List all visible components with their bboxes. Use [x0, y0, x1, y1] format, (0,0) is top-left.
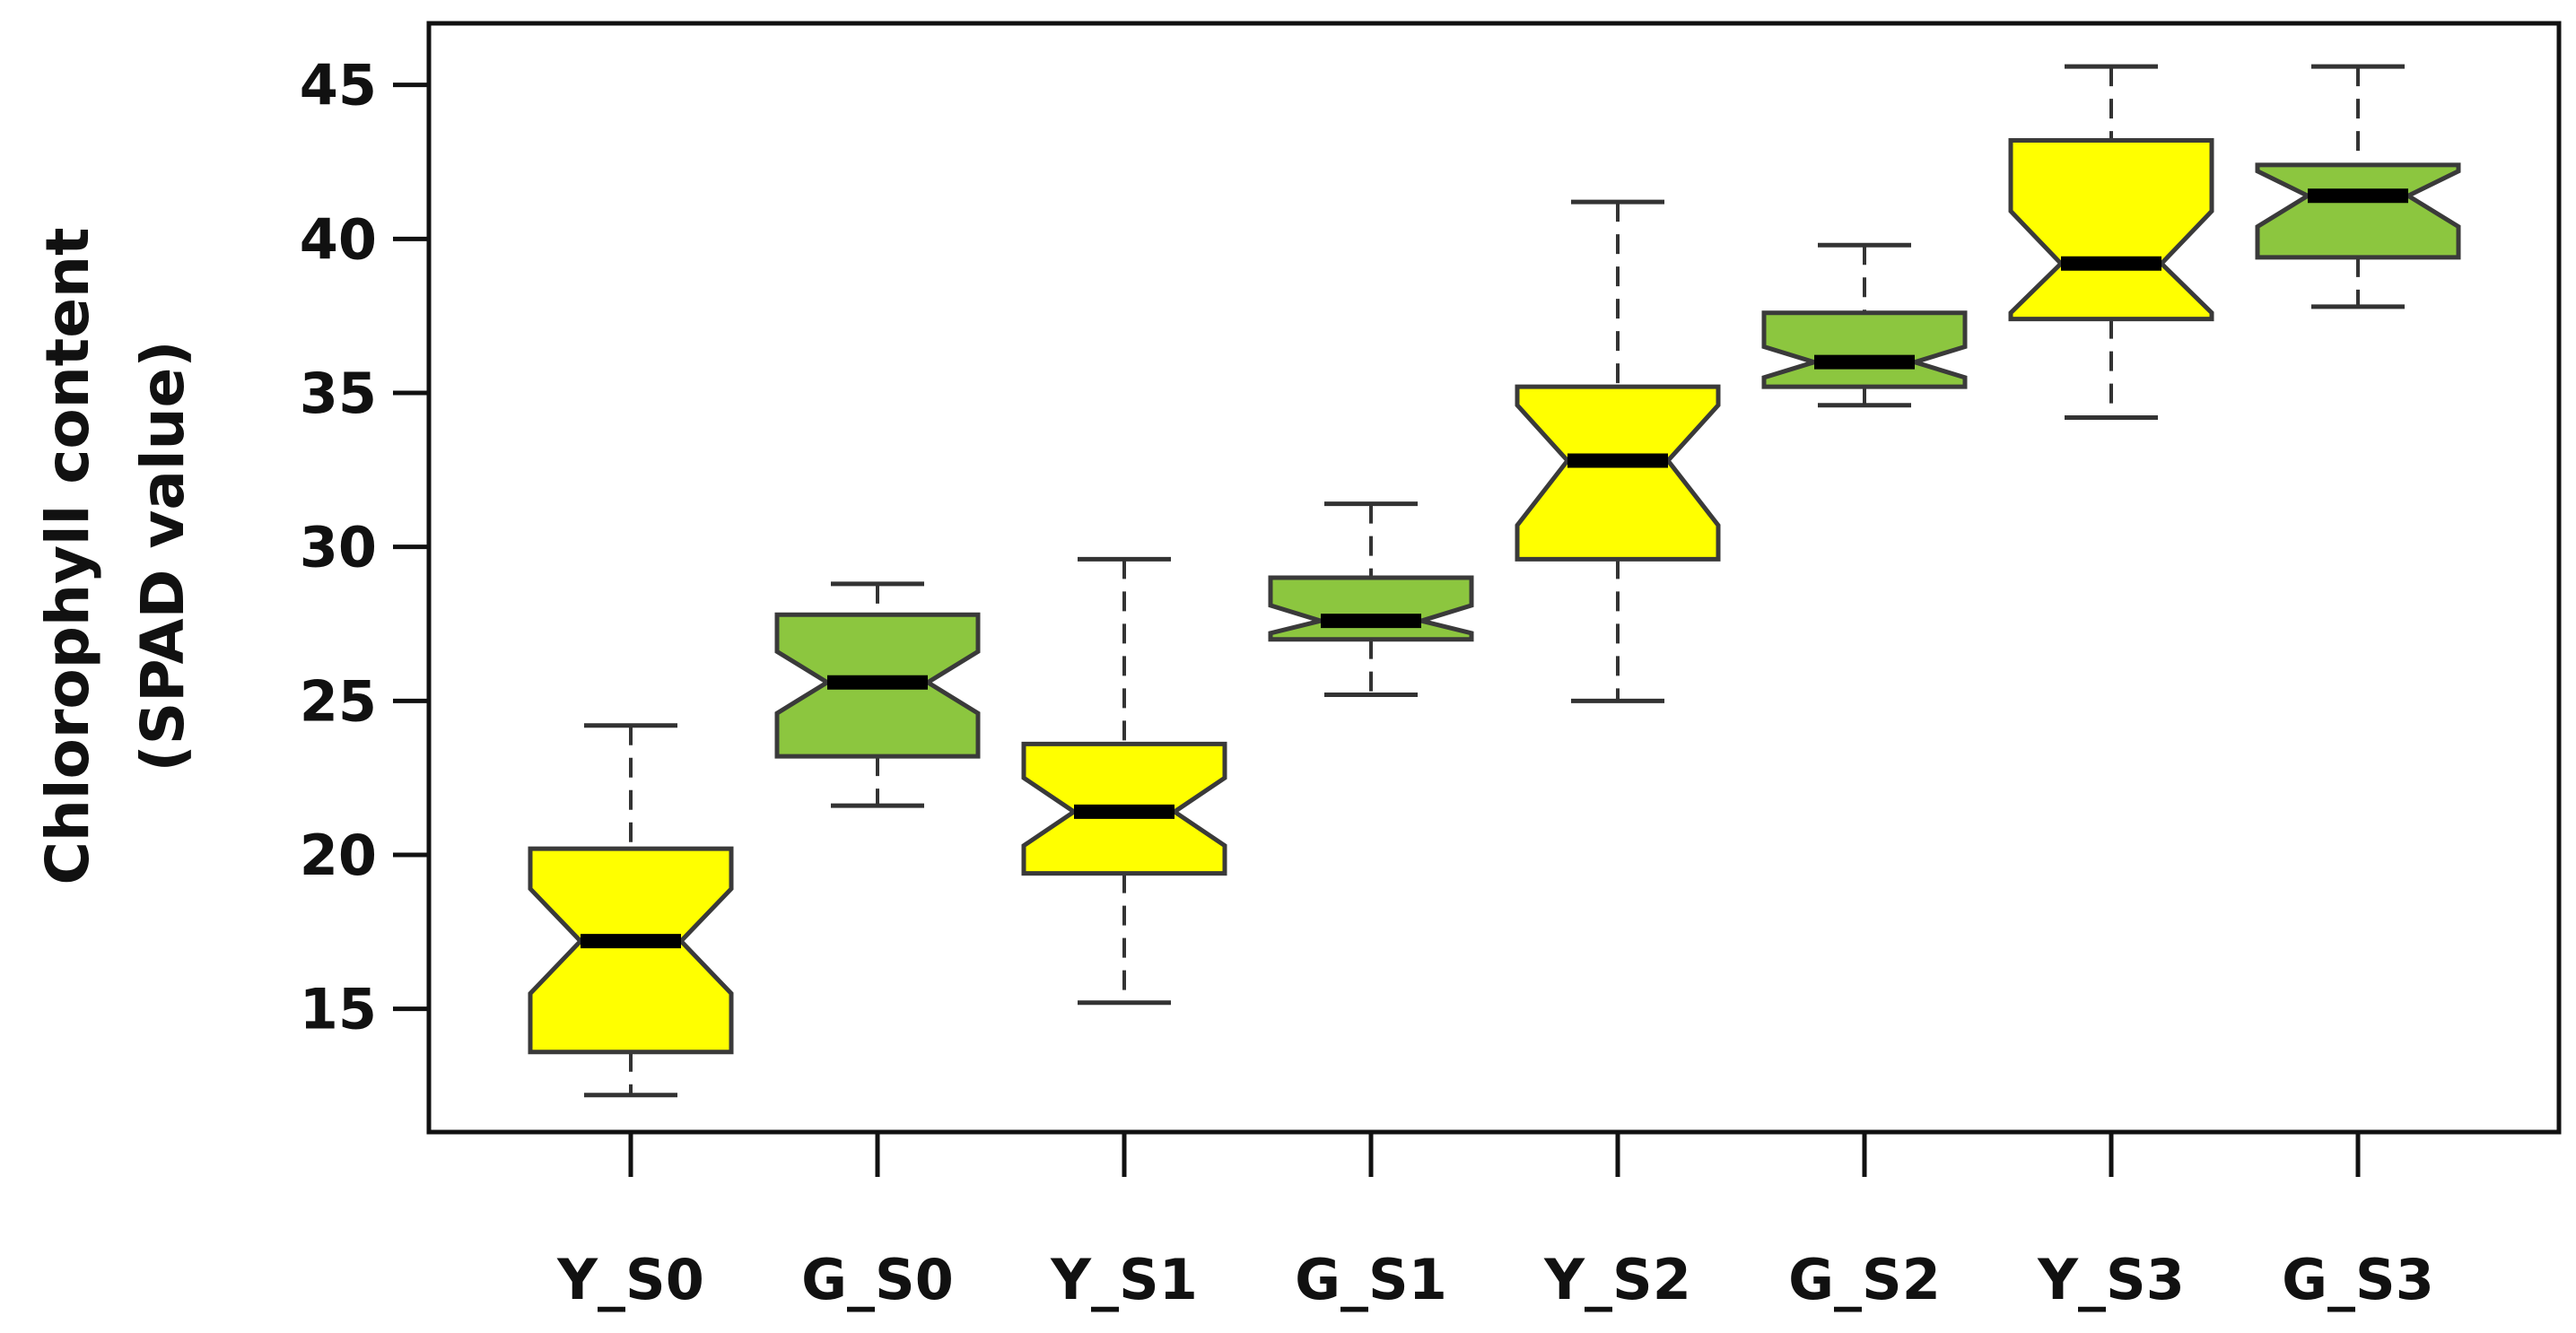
box-g-s2 — [1761, 242, 1968, 408]
y-tick-label-45: 45 — [300, 53, 377, 118]
x-tick-label-y-s1: Y_S1 — [1050, 1247, 1198, 1312]
box-body-y-s3 — [2008, 138, 2214, 322]
box-y-s2 — [1515, 199, 1721, 703]
box-g-s0 — [774, 581, 981, 808]
y-tick-label-20: 20 — [300, 823, 377, 888]
box-g-s3 — [2255, 64, 2461, 309]
x-axis: Y_S0 G_S0 Y_S1 G_S1 Y_S2 G_S2 Y_S3 G_S3 — [556, 1132, 2434, 1312]
box-g-s1 — [1268, 501, 1474, 697]
box-y-s3 — [2008, 64, 2214, 420]
box-body-g-s3 — [2255, 162, 2461, 260]
x-tick-label-y-s2: Y_S2 — [1543, 1247, 1691, 1312]
x-tick-label-y-s0: Y_S0 — [556, 1247, 704, 1312]
y-tick-label-30: 30 — [300, 515, 377, 580]
y-axis-title: Chlorophyll content (SPAD value) — [33, 227, 197, 884]
box-body-y-s0 — [528, 846, 734, 1055]
x-tick-label-g-s1: G_S1 — [1295, 1247, 1447, 1312]
box-body-g-s2 — [1761, 310, 1968, 389]
y-tick-label-25: 25 — [300, 668, 377, 734]
y-axis: 15 20 25 30 35 40 45 — [300, 53, 429, 1042]
boxes-layer — [528, 64, 2461, 1098]
x-tick-label-g-s3: G_S3 — [2282, 1247, 2434, 1312]
x-tick-label-g-s0: G_S0 — [801, 1247, 954, 1312]
x-tick-label-y-s3: Y_S3 — [2037, 1247, 2185, 1312]
y-tick-label-40: 40 — [300, 206, 377, 272]
y-axis-title-line-1: Chlorophyll content — [33, 227, 102, 884]
y-tick-label-15: 15 — [300, 977, 377, 1042]
y-axis-title-line-2: (SPAD value) — [128, 341, 197, 772]
box-body-y-s2 — [1515, 384, 1721, 562]
box-y-s0 — [528, 723, 734, 1098]
y-tick-label-35: 35 — [300, 361, 377, 426]
box-body-g-s1 — [1268, 575, 1474, 642]
x-tick-label-g-s2: G_S2 — [1788, 1247, 1941, 1312]
plot-frame — [426, 21, 2562, 1135]
box-y-s1 — [1021, 556, 1227, 1006]
